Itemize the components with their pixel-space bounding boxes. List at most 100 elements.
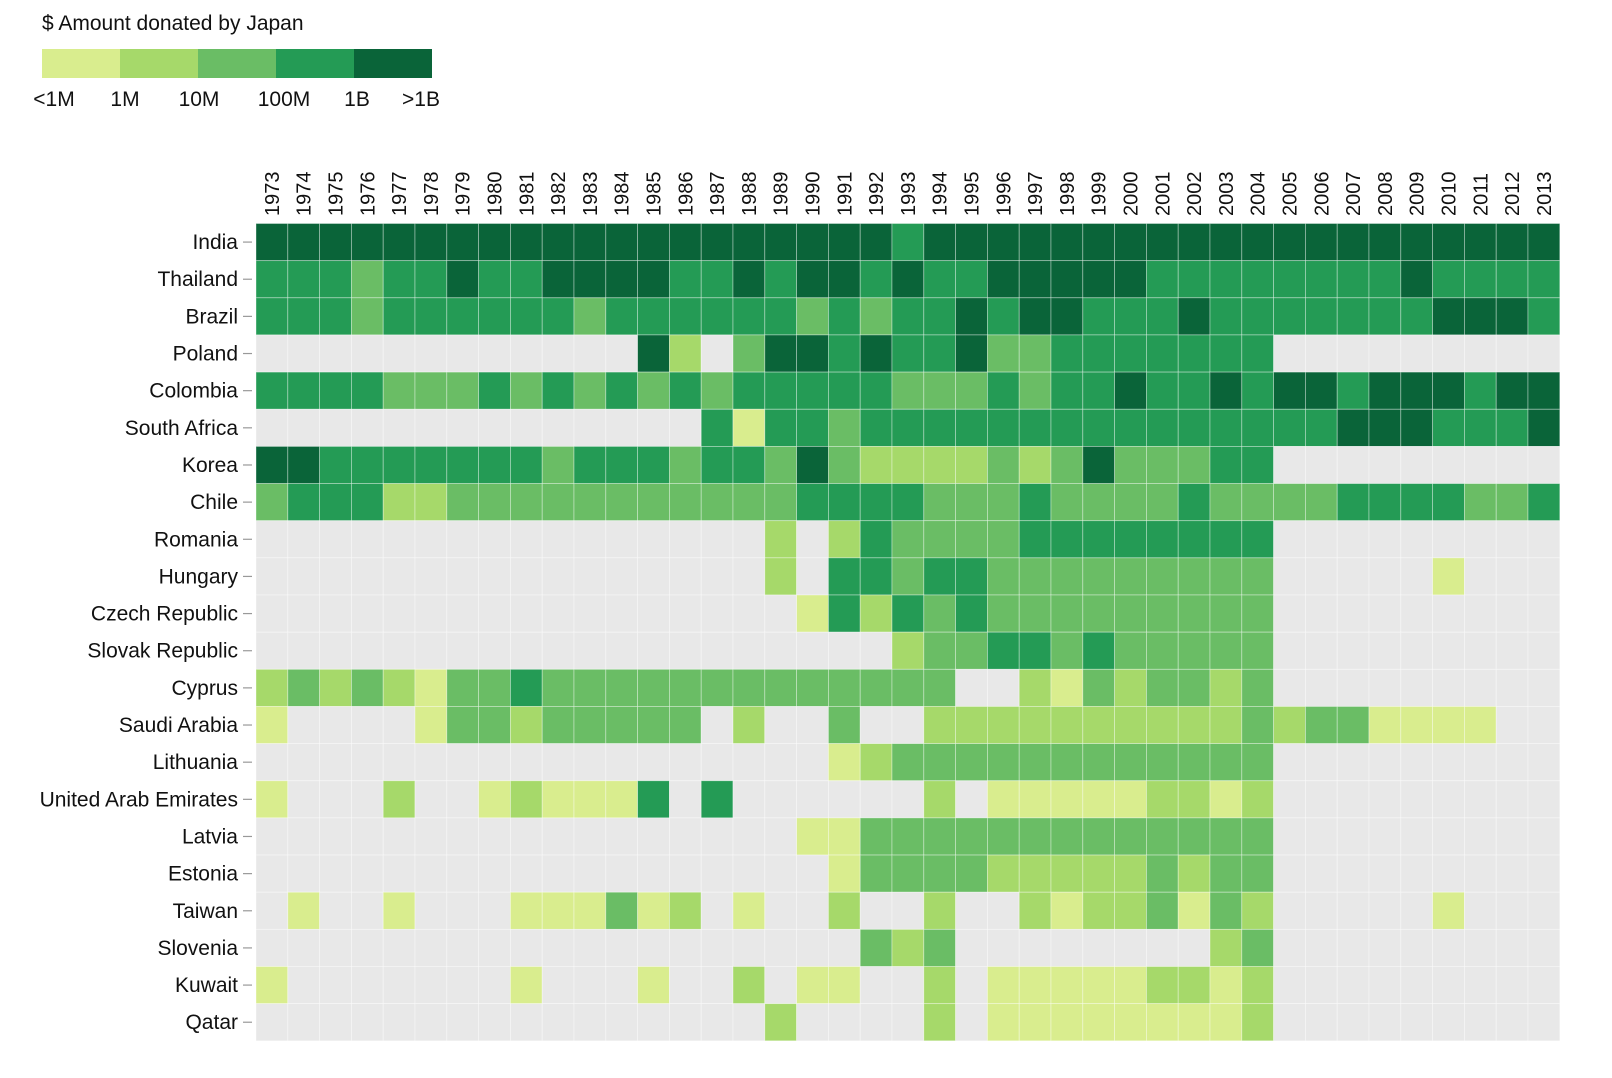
heatmap-cell: [669, 483, 702, 522]
heatmap-cell: [796, 557, 829, 596]
heatmap-cell: [987, 1003, 1020, 1042]
heatmap-cell: [1368, 780, 1402, 819]
heatmap-cell: [1177, 334, 1211, 373]
heatmap-cell: [1368, 223, 1402, 262]
heatmap-cell: [414, 928, 448, 967]
heatmap-cell: [573, 817, 607, 856]
heatmap-cell: [1050, 297, 1084, 336]
heatmap-cell: [1241, 891, 1275, 930]
heatmap-cell: [796, 891, 829, 930]
heatmap-cell: [1527, 854, 1561, 893]
heatmap-cell: [1368, 891, 1402, 930]
heatmap-cell: [414, 334, 448, 373]
heatmap-cell: [1464, 668, 1497, 707]
heatmap-cell: [764, 260, 797, 299]
year-tick-label: 1984: [612, 172, 634, 217]
heatmap-cell: [1241, 223, 1275, 262]
heatmap-cell: [1495, 445, 1529, 484]
year-tick-label: 1995: [962, 172, 984, 217]
heatmap-cell: [637, 594, 670, 633]
year-tick-label: 1973: [262, 172, 284, 217]
heatmap-cell: [1241, 1003, 1275, 1042]
heatmap-cell: [1209, 668, 1243, 707]
heatmap-cell: [987, 557, 1020, 596]
heatmap-cell: [1209, 743, 1243, 782]
heatmap-cell: [541, 223, 575, 262]
heatmap-cell: [573, 743, 607, 782]
heatmap-cell: [382, 371, 416, 410]
heatmap-cell: [732, 780, 766, 819]
heatmap-cell: [605, 334, 638, 373]
heatmap-cell: [828, 445, 861, 484]
heatmap-cell: [1082, 631, 1116, 670]
heatmap-cell: [1400, 928, 1434, 967]
heatmap-cell: [1527, 668, 1561, 707]
heatmap-cell: [637, 891, 670, 930]
heatmap-cell: [923, 891, 956, 930]
heatmap-cell: [764, 1003, 797, 1042]
heatmap-cell: [414, 854, 448, 893]
heatmap-cell: [509, 223, 543, 262]
heatmap-cell: [509, 780, 543, 819]
heatmap-cell: [1495, 891, 1529, 930]
heatmap-cell: [1336, 408, 1370, 447]
heatmap-cell: [828, 371, 861, 410]
heatmap-cell: [1527, 780, 1561, 819]
heatmap-cell: [891, 483, 925, 522]
heatmap-cell: [796, 631, 829, 670]
heatmap-cell: [1177, 223, 1211, 262]
heatmap-cell: [764, 520, 797, 559]
heatmap-cell: [1177, 706, 1211, 745]
heatmap-cell: [1050, 966, 1084, 1005]
heatmap-cell: [637, 408, 670, 447]
heatmap-cell: [1400, 631, 1434, 670]
heatmap-cell: [859, 223, 893, 262]
heatmap-cell: [1018, 780, 1052, 819]
heatmap-cell: [605, 223, 638, 262]
heatmap-cell: [509, 557, 543, 596]
heatmap-cell: [828, 594, 861, 633]
heatmap-cell: [1146, 297, 1179, 336]
heatmap-cell: [764, 297, 797, 336]
heatmap-cell: [1495, 1003, 1529, 1042]
heatmap-cell: [732, 817, 766, 856]
heatmap-cell: [891, 780, 925, 819]
heatmap-cell: [509, 928, 543, 967]
heatmap-cell: [637, 743, 670, 782]
heatmap-cell: [1018, 668, 1052, 707]
heatmap-cell: [700, 408, 734, 447]
heatmap-cell: [1146, 371, 1179, 410]
heatmap-cell: [1305, 445, 1338, 484]
heatmap-cell: [1400, 817, 1434, 856]
heatmap-cell: [828, 483, 861, 522]
heatmap-cell: [700, 483, 734, 522]
heatmap-cell: [446, 891, 479, 930]
heatmap-cell: [287, 445, 320, 484]
heatmap-cell: [1495, 260, 1529, 299]
heatmap-cell: [446, 223, 479, 262]
heatmap-cell: [1368, 854, 1402, 893]
heatmap-cell: [987, 520, 1020, 559]
heatmap-cell: [669, 594, 702, 633]
year-tick-label: 1983: [580, 172, 602, 217]
year-tick-label: 1992: [866, 172, 888, 217]
heatmap-cell: [1050, 594, 1084, 633]
heatmap-cell: [1432, 445, 1465, 484]
heatmap-cell: [350, 817, 384, 856]
year-tick-label: 2013: [1534, 172, 1556, 217]
heatmap-cell: [637, 631, 670, 670]
heatmap-cell: [1464, 483, 1497, 522]
heatmap-cell: [382, 260, 416, 299]
heatmap-cell: [1273, 223, 1306, 262]
heatmap-cell: [255, 891, 289, 930]
heatmap-cell: [509, 334, 543, 373]
heatmap-cell: [987, 817, 1020, 856]
heatmap-cell: [1527, 445, 1561, 484]
heatmap-cell: [1082, 928, 1116, 967]
heatmap-cell: [1050, 891, 1084, 930]
heatmap-cell: [796, 966, 829, 1005]
heatmap-cell: [1305, 334, 1338, 373]
heatmap-cell: [669, 966, 702, 1005]
heatmap-cell: [732, 1003, 766, 1042]
heatmap-cell: [669, 817, 702, 856]
